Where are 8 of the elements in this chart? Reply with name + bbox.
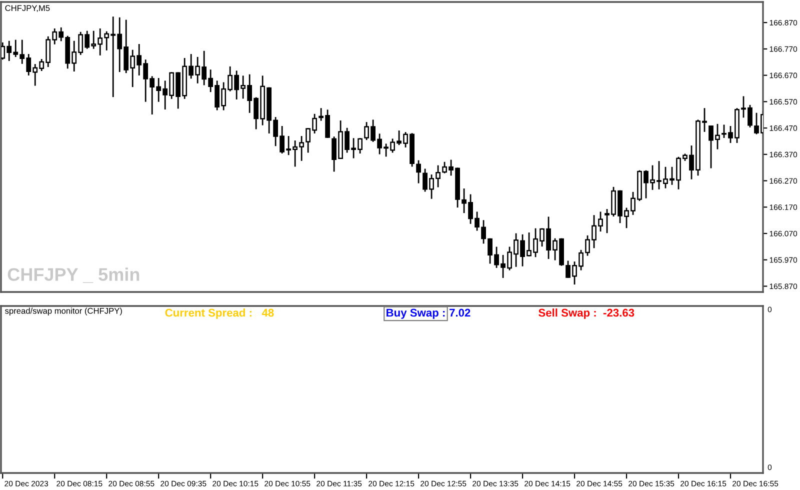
chart-title: CHFJPY,M5 xyxy=(5,5,50,12)
candlestick xyxy=(754,112,759,134)
text: Current Spread : 48 xyxy=(165,308,274,319)
text: Buy Swap : xyxy=(386,308,445,319)
text: 7.02 xyxy=(450,308,470,317)
text: spread/swap monitor (CHFJPY) xyxy=(5,308,122,316)
text: Sell Swap : -23.63 xyxy=(538,308,634,319)
candlestick xyxy=(416,160,421,184)
